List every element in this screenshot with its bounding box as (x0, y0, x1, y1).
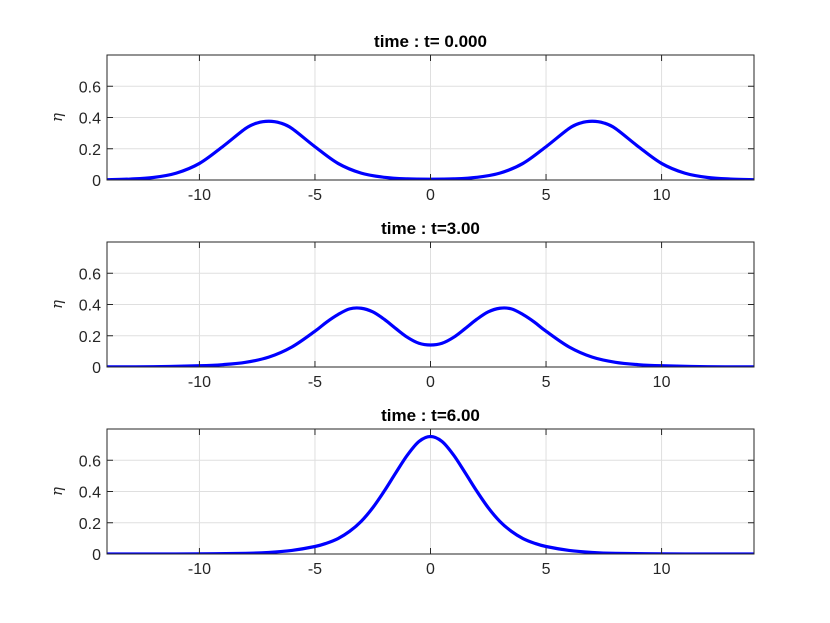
x-tick-label: 0 (426, 374, 435, 391)
y-tick-label: 0.2 (79, 516, 101, 533)
y-tick-label: 0.6 (79, 79, 101, 96)
y-tick-label: 0 (92, 173, 101, 190)
y-tick-label: 0.6 (79, 453, 101, 470)
y-tick-label: 0.2 (79, 329, 101, 346)
x-tick-label: 5 (542, 374, 551, 391)
x-tick-label: -10 (188, 561, 211, 578)
x-tick-label: 10 (653, 374, 671, 391)
x-tick-label: -5 (308, 187, 322, 204)
x-tick-label: 10 (653, 561, 671, 578)
subplot-3: -10 -5 0 5 10 0 0.2 0.4 0.6 time : t=6.00 η (48, 406, 755, 578)
x-tick-label: -10 (188, 374, 211, 391)
y-tick-label: 0.6 (79, 266, 101, 283)
x-tick-label: 10 (653, 187, 671, 204)
y-axis-label: η (48, 113, 66, 122)
subplot-title: time : t=3.00 (381, 219, 480, 238)
series-line (107, 434, 754, 554)
x-tick-label: -5 (308, 561, 322, 578)
x-tick-label: -5 (308, 374, 322, 391)
subplot-title: time : t=6.00 (381, 406, 480, 425)
y-tick-label: 0.4 (79, 298, 101, 315)
y-axis-label: η (48, 300, 66, 309)
y-axis-label: η (48, 487, 66, 496)
x-tick-label: -10 (188, 187, 211, 204)
x-tick-label: 0 (426, 187, 435, 204)
subplot-1: -10 -5 0 5 10 0 0.2 0.4 0.6 time : t= 0.000 η (48, 32, 755, 204)
x-tick-label: 5 (542, 187, 551, 204)
y-tick-label: 0 (92, 360, 101, 377)
y-tick-label: 0 (92, 547, 101, 564)
subplot-2: -10 -5 0 5 10 0 0.2 0.4 0.6 time : t=3.00 η (48, 219, 755, 391)
series-line (107, 306, 754, 367)
subplot-title: time : t= 0.000 (374, 32, 487, 51)
y-tick-label: 0.4 (79, 485, 101, 502)
x-tick-label: 0 (426, 561, 435, 578)
y-tick-label: 0.2 (79, 142, 101, 159)
y-tick-label: 0.4 (79, 111, 101, 128)
x-tick-label: 5 (542, 561, 551, 578)
